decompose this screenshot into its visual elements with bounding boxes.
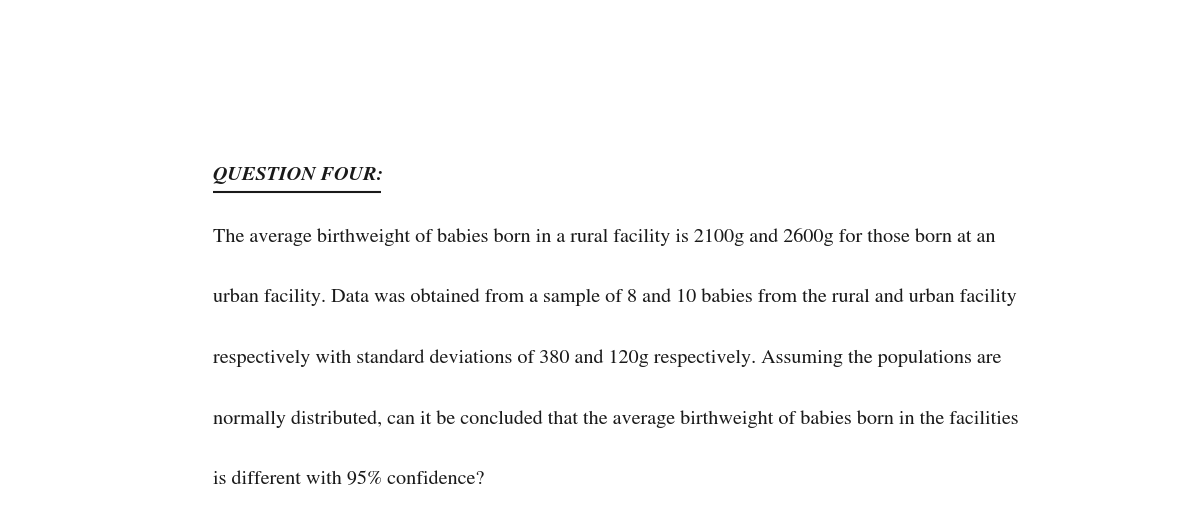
Text: normally distributed, can it be concluded that the average birthweight of babies: normally distributed, can it be conclude… — [214, 410, 1019, 428]
Text: The average birthweight of babies born in a rural facility is 2100g and 2600g fo: The average birthweight of babies born i… — [214, 228, 996, 246]
Text: is different with 95% confidence?: is different with 95% confidence? — [214, 471, 485, 488]
Text: urban facility. Data was obtained from a sample of 8 and 10 babies from the rura: urban facility. Data was obtained from a… — [214, 289, 1016, 306]
Text: respectively with standard deviations of 380 and 120g respectively. Assuming the: respectively with standard deviations of… — [214, 349, 1002, 367]
Text: QUESTION FOUR:: QUESTION FOUR: — [214, 167, 384, 184]
